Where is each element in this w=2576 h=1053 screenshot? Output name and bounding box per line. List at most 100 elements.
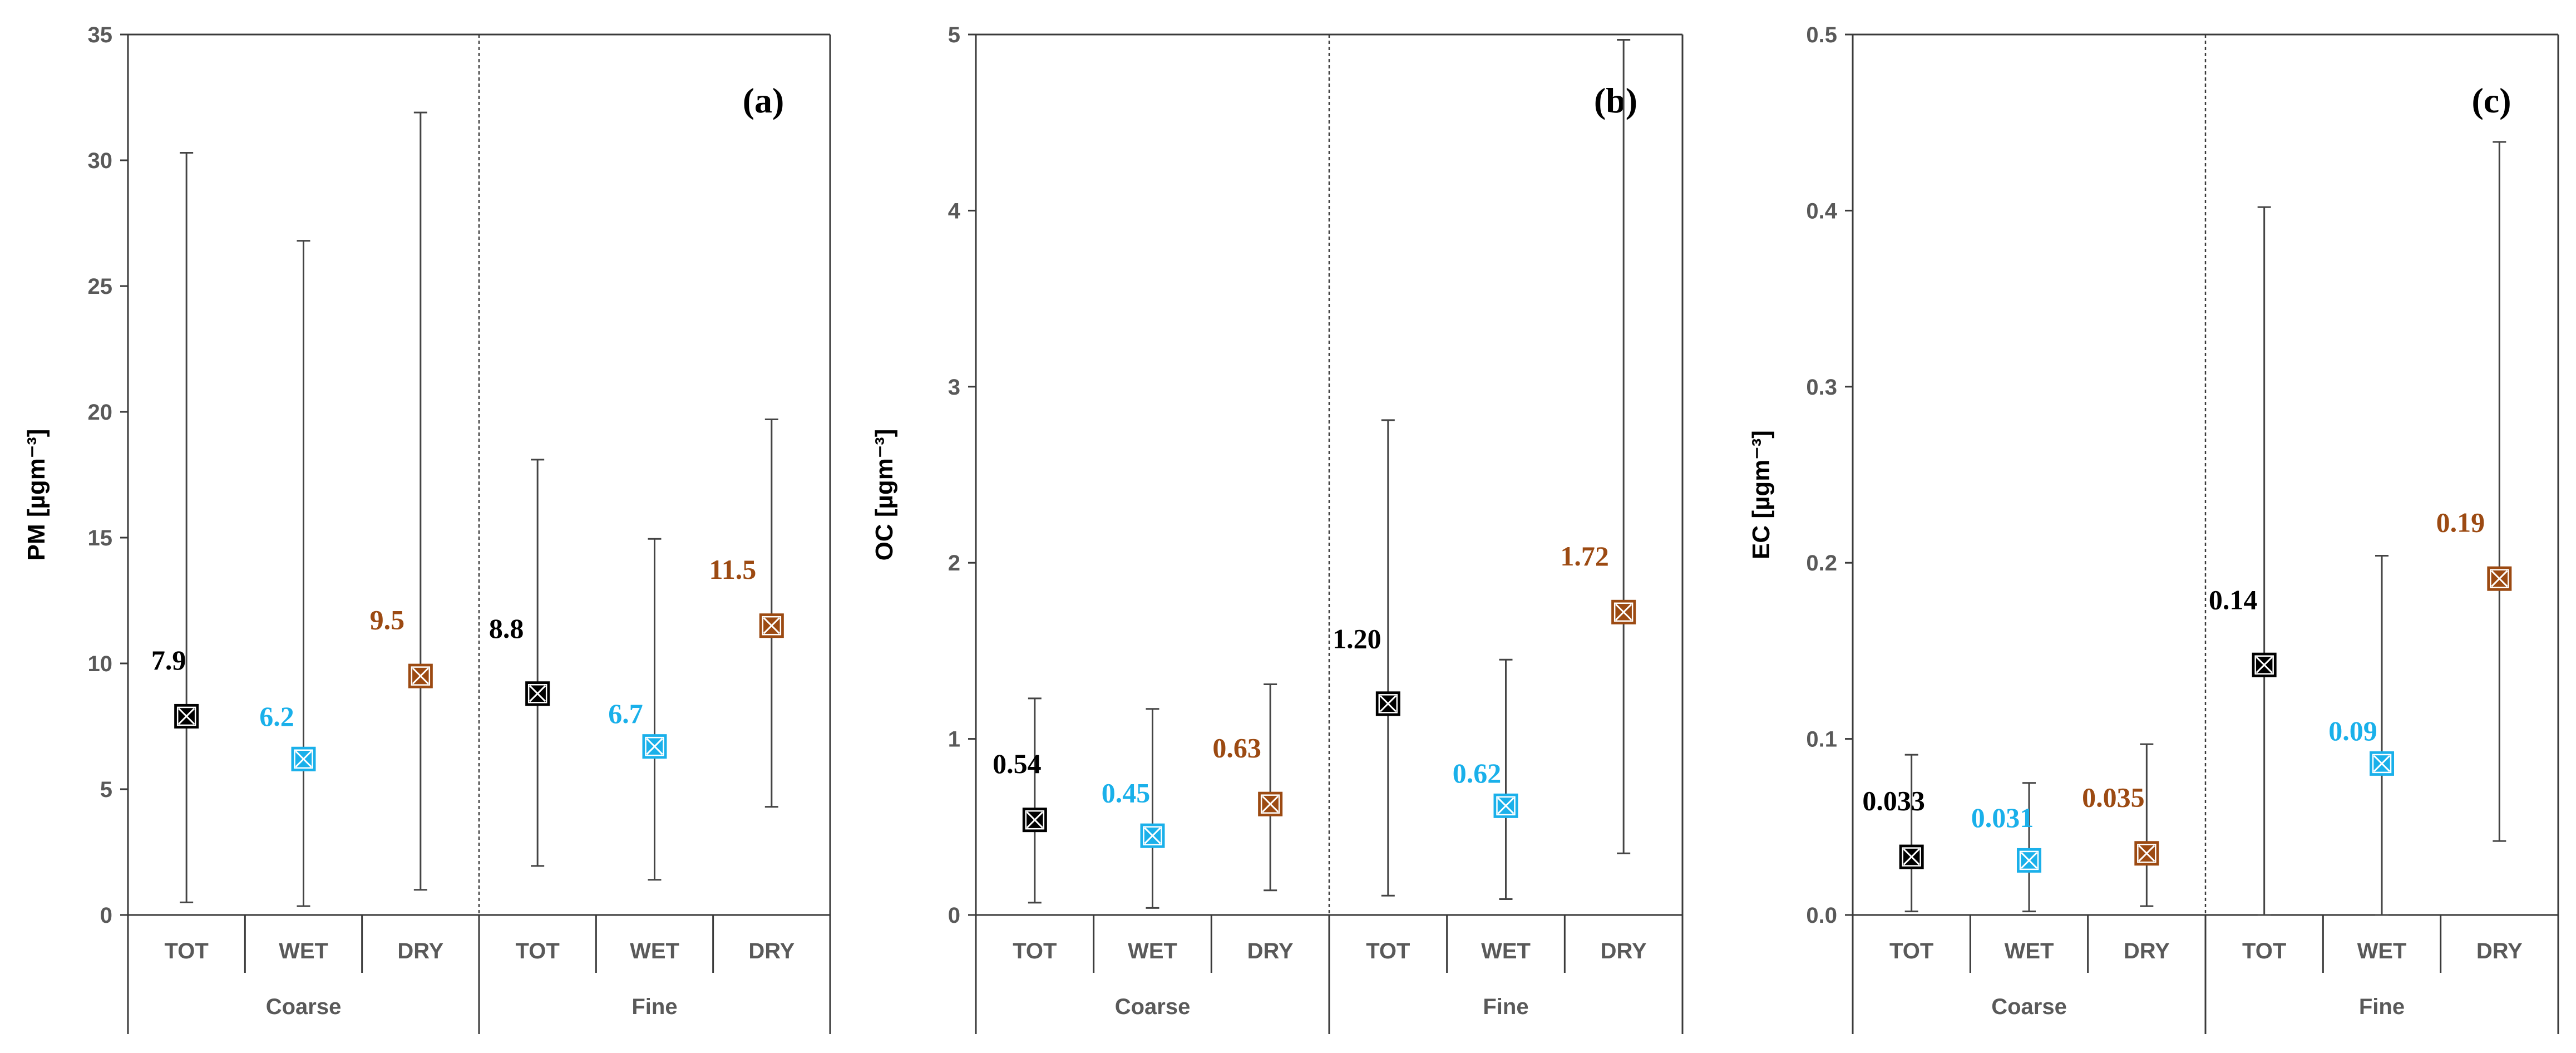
panel-label: (a)	[743, 81, 784, 120]
data-point-marker-inner	[1378, 694, 1398, 714]
x-category-label: TOT	[1013, 939, 1057, 963]
data-label: 0.033	[1862, 785, 1925, 816]
data-point-marker-x	[2373, 755, 2391, 772]
data-point-marker-x	[412, 667, 429, 685]
chart-panel-a: 0 5 10 15 20 25 30 35 PM [µgm⁻³] TOT WET DRY TOT WET D…	[23, 23, 831, 1034]
x-group-label: Fine	[1483, 995, 1528, 1019]
panel-label: (c)	[2471, 81, 2511, 120]
data-point-marker-x	[2256, 656, 2273, 673]
y-tick-label: 30	[88, 149, 113, 173]
data-label: 0.62	[1453, 757, 1502, 789]
x-category-label: WET	[1128, 939, 1177, 963]
data-point-marker-inner	[1260, 794, 1280, 814]
data-label: 0.09	[2328, 715, 2377, 746]
y-axis-label: PM [µgm⁻³]	[23, 429, 50, 561]
data-point-marker-inner	[2019, 850, 2039, 870]
data-point-marker-inner	[2490, 569, 2509, 588]
x-category-label: TOT	[2242, 939, 2286, 963]
x-category-label: WET	[2357, 939, 2407, 963]
y-tick-label: 0	[948, 903, 960, 928]
data-point-marker-inner	[176, 706, 196, 726]
x-category-label: DRY	[2476, 939, 2523, 963]
x-category-label: TOT	[1889, 939, 1933, 963]
y-tick-label: 0.3	[1806, 375, 1837, 400]
data-point-marker-x	[646, 738, 663, 755]
x-category-label: WET	[1481, 939, 1531, 963]
data-point-marker-inner	[1496, 796, 1516, 816]
data-point-marker-x	[1262, 795, 1279, 813]
data-point-marker-x	[2138, 845, 2155, 862]
y-axis-label: EC [µgm⁻³]	[1748, 430, 1775, 559]
data-point-marker-x	[2491, 570, 2508, 587]
data-label: 6.7	[608, 698, 643, 729]
data-label: 1.20	[1333, 623, 1381, 654]
x-group-label: Coarse	[266, 995, 342, 1019]
data-label: 11.5	[709, 554, 756, 585]
data-point-marker-inner	[2254, 655, 2274, 675]
data-label: 6.2	[259, 701, 294, 732]
data-point-marker-x	[1379, 695, 1396, 712]
data-point-marker-x	[529, 685, 546, 702]
data-point-marker-inner	[1613, 602, 1634, 622]
x-category-label: WET	[630, 939, 679, 963]
y-tick-label: 0.4	[1806, 199, 1837, 223]
x-group-label: Fine	[2359, 995, 2405, 1019]
data-point-marker-x	[1144, 827, 1161, 844]
x-category-label: DRY	[2124, 939, 2170, 963]
data-point-marker-x	[1903, 848, 1920, 865]
data-point-marker-x	[2020, 852, 2038, 869]
data-point-marker-inner	[1025, 810, 1045, 830]
data-point-marker-x	[1497, 797, 1514, 814]
x-group-label: Coarse	[1991, 995, 2067, 1019]
data-point-marker-inner	[2372, 754, 2392, 774]
x-category-label: DRY	[397, 939, 443, 963]
data-label: 0.14	[2209, 584, 2258, 616]
x-category-label: TOT	[165, 939, 209, 963]
data-point-marker-x	[295, 750, 312, 767]
x-category-label: DRY	[748, 939, 794, 963]
y-tick-label: 0	[100, 903, 112, 928]
data-label: 0.63	[1212, 732, 1261, 764]
y-tick-label: 5	[948, 23, 960, 47]
y-tick-label: 2	[948, 551, 960, 575]
data-label: 1.72	[1560, 540, 1609, 572]
data-point-marker-x	[1615, 603, 1632, 621]
data-label: 0.45	[1102, 778, 1151, 809]
data-label: 7.9	[151, 644, 186, 676]
y-tick-label: 4	[948, 199, 961, 223]
data-point-marker-inner	[2137, 844, 2156, 863]
data-point-marker-x	[1026, 811, 1043, 829]
x-group-label: Fine	[631, 995, 677, 1019]
x-category-label: DRY	[1601, 939, 1647, 963]
data-point-marker-inner	[411, 666, 431, 686]
data-label: 0.035	[2082, 781, 2145, 813]
data-label: 0.19	[2436, 507, 2485, 538]
x-category-label: WET	[279, 939, 328, 963]
data-point-marker-x	[763, 617, 780, 634]
data-point-marker-inner	[645, 736, 664, 756]
data-label: 0.031	[1971, 802, 2034, 833]
x-group-label: Coarse	[1115, 995, 1191, 1019]
x-category-label: TOT	[1366, 939, 1410, 963]
panel-label: (b)	[1594, 81, 1637, 120]
data-point-marker-inner	[1143, 826, 1162, 845]
y-tick-label: 0.1	[1806, 727, 1837, 752]
data-point-marker-inner	[527, 683, 547, 703]
data-label: 0.54	[993, 748, 1042, 779]
y-tick-label: 25	[88, 274, 113, 299]
y-tick-label: 5	[100, 778, 112, 802]
x-category-label: TOT	[516, 939, 560, 963]
y-tick-label: 0.0	[1806, 903, 1837, 928]
data-point-marker-inner	[294, 749, 313, 769]
x-category-label: WET	[2005, 939, 2054, 963]
y-tick-label: 35	[88, 23, 113, 47]
chart-panel-b: 0 1 2 3 4 5 OC [µgm⁻³] TOT WET DRY TOT WET DRY Coarse…	[871, 23, 1684, 1034]
y-tick-label: 10	[88, 652, 113, 676]
y-tick-label: 0.5	[1806, 23, 1837, 47]
y-tick-label: 1	[948, 727, 960, 752]
data-label: 8.8	[489, 613, 524, 644]
data-point-marker-inner	[1902, 847, 1921, 867]
y-tick-label: 0.2	[1806, 551, 1837, 575]
data-label: 9.5	[370, 604, 405, 636]
